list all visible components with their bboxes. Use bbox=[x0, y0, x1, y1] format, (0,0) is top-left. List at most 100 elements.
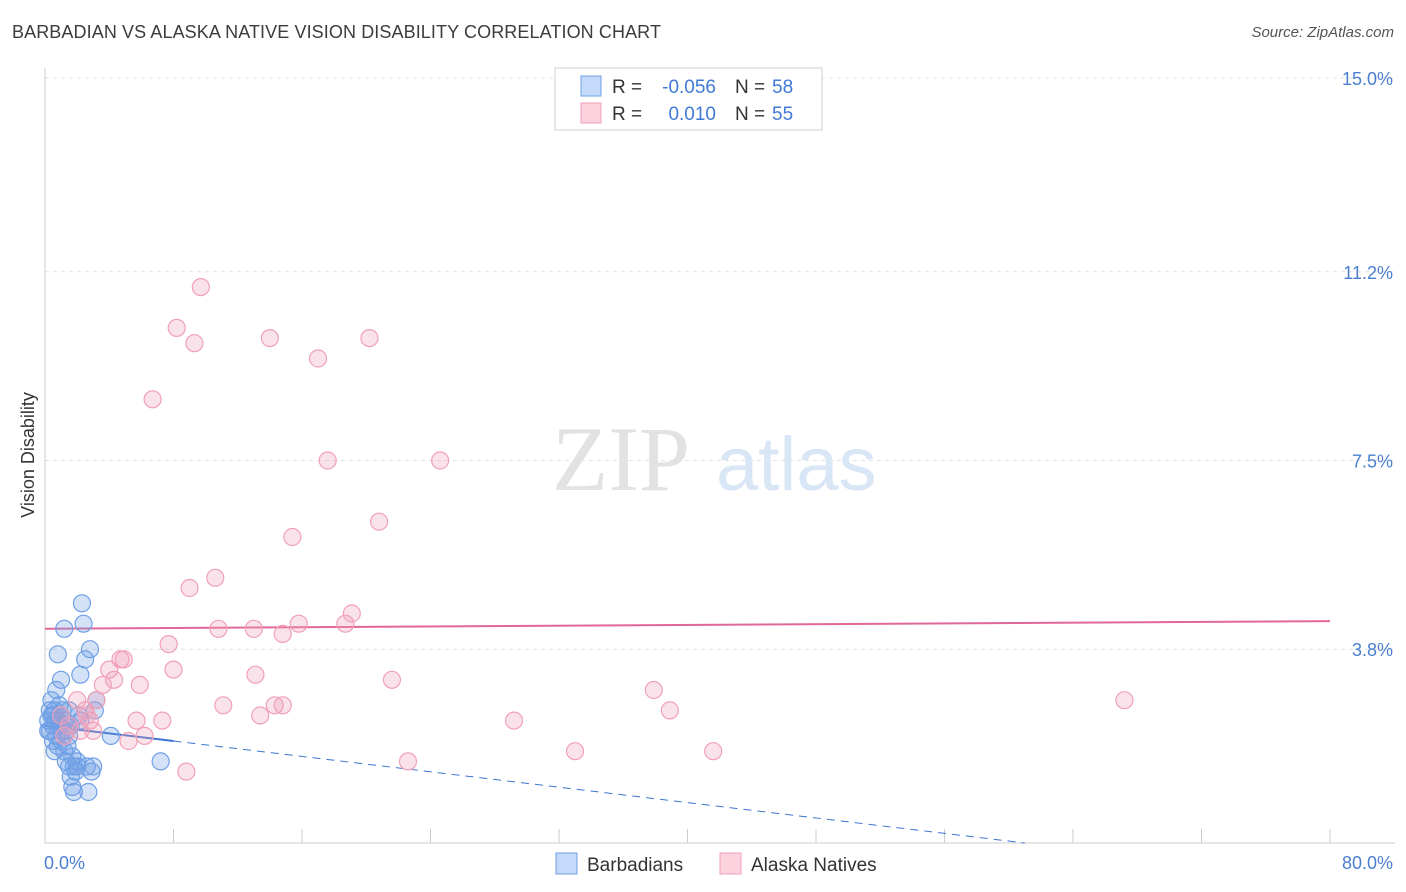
point-barbadians-14 bbox=[47, 680, 66, 700]
point-alaska-natives-13 bbox=[342, 604, 361, 623]
point-alaska-natives-18 bbox=[273, 624, 292, 644]
point-barbadians-29 bbox=[71, 665, 90, 684]
point-barbadians-30 bbox=[72, 594, 92, 613]
point-barbadians-31 bbox=[74, 614, 93, 633]
point-alaska-natives-40 bbox=[127, 711, 146, 730]
trend-alaska-natives bbox=[44, 620, 1331, 630]
point-alaska-natives-5 bbox=[360, 329, 379, 348]
point-barbadians-27 bbox=[68, 752, 87, 771]
n-label-2: N = bbox=[735, 104, 765, 125]
source-label: Source: ZipAtlas.com bbox=[1251, 24, 1394, 41]
n-value-1: 58 bbox=[772, 77, 793, 98]
point-alaska-natives-29 bbox=[644, 680, 663, 700]
point-alaska-natives-48 bbox=[398, 752, 418, 771]
point-alaska-natives-45 bbox=[119, 731, 138, 751]
r-value-1: -0.056 bbox=[662, 77, 716, 98]
point-barbadians-25 bbox=[64, 782, 84, 802]
point-alaska-natives-49 bbox=[177, 762, 196, 781]
point-alaska-natives-26 bbox=[104, 670, 124, 689]
point-barbadians-43 bbox=[40, 701, 59, 720]
legend-swatch-barbadians bbox=[580, 75, 602, 97]
x-tick-label-start: 0.0% bbox=[44, 853, 85, 873]
y-axis-label: Vision Disability bbox=[18, 392, 38, 518]
point-alaska-natives-54 bbox=[55, 726, 74, 746]
point-alaska-natives-12 bbox=[180, 578, 199, 598]
bottom-legend: Barbadians Alaska Natives bbox=[555, 852, 877, 876]
point-barbadians-33 bbox=[77, 757, 96, 776]
point-alaska-natives-19 bbox=[159, 634, 178, 654]
point-barbadians-16 bbox=[51, 670, 71, 689]
r-value-2: 0.010 bbox=[668, 104, 716, 125]
point-alaska-natives-1 bbox=[167, 318, 186, 337]
point-alaska-natives-11 bbox=[206, 568, 225, 587]
point-alaska-natives-21 bbox=[114, 650, 133, 669]
point-alaska-natives-2 bbox=[185, 334, 204, 353]
point-alaska-natives-27 bbox=[130, 675, 149, 695]
chart-title: BARBADIAN VS ALASKA NATIVE VISION DISABI… bbox=[12, 22, 662, 42]
n-label-1: N = bbox=[735, 77, 765, 98]
trend-barbadians-dashed bbox=[173, 740, 1025, 844]
n-value-2: 55 bbox=[772, 104, 793, 125]
point-alaska-natives-0 bbox=[191, 278, 210, 297]
point-alaska-natives-3 bbox=[260, 329, 279, 348]
bottom-legend-swatch-alaska-natives bbox=[719, 852, 742, 875]
point-alaska-natives-8 bbox=[431, 451, 450, 470]
point-barbadians-56 bbox=[151, 752, 170, 771]
point-alaska-natives-53 bbox=[77, 706, 96, 725]
bottom-legend-label-barbadians: Barbadians bbox=[587, 855, 683, 876]
point-alaska-natives-52 bbox=[84, 721, 103, 740]
point-barbadians-32 bbox=[76, 650, 95, 669]
stats-legend: R = -0.056 N = 58 R = 0.010 N = 55 bbox=[554, 67, 823, 131]
point-alaska-natives-25 bbox=[382, 670, 402, 689]
gridlines bbox=[45, 77, 1395, 650]
point-alaska-natives-32 bbox=[214, 696, 233, 715]
bottom-legend-swatch-barbadians bbox=[555, 852, 578, 875]
point-alaska-natives-47 bbox=[704, 742, 723, 761]
point-barbadians-54 bbox=[64, 757, 84, 776]
point-alaska-natives-28 bbox=[93, 675, 112, 695]
y-tick-label-3: 15.0% bbox=[1342, 69, 1393, 89]
point-barbadians-15 bbox=[48, 645, 67, 664]
point-alaska-natives-16 bbox=[244, 619, 263, 638]
point-barbadians-37 bbox=[84, 757, 103, 776]
point-barbadians-35 bbox=[80, 640, 100, 659]
trend-lines bbox=[44, 620, 1331, 844]
point-alaska-natives-7 bbox=[318, 451, 337, 470]
point-alaska-natives-24 bbox=[246, 665, 265, 684]
point-alaska-natives-51 bbox=[59, 716, 79, 735]
point-alaska-natives-35 bbox=[660, 701, 679, 720]
watermark-zip: ZIP bbox=[552, 408, 690, 510]
data-points bbox=[39, 278, 1134, 802]
point-alaska-natives-46 bbox=[565, 742, 585, 761]
point-barbadians-52 bbox=[55, 742, 74, 761]
point-alaska-natives-17 bbox=[209, 619, 228, 638]
point-alaska-natives-6 bbox=[143, 390, 162, 409]
point-alaska-natives-44 bbox=[135, 726, 154, 746]
y-tick-label-1: 7.5% bbox=[1352, 452, 1393, 472]
y-tick-label-0: 3.8% bbox=[1352, 640, 1393, 660]
point-alaska-natives-23 bbox=[164, 660, 183, 679]
point-alaska-natives-4 bbox=[308, 349, 328, 368]
point-alaska-natives-34 bbox=[273, 696, 292, 715]
point-barbadians-55 bbox=[101, 726, 120, 746]
r-label-1: R = bbox=[612, 77, 642, 98]
y-tick-label-2: 11.2% bbox=[1343, 263, 1393, 283]
x-tick-label-end: 80.0% bbox=[1342, 853, 1393, 873]
legend-swatch-alaska-natives bbox=[580, 102, 602, 124]
point-alaska-natives-41 bbox=[153, 711, 172, 730]
point-alaska-natives-30 bbox=[87, 691, 106, 710]
point-alaska-natives-10 bbox=[283, 527, 302, 547]
point-alaska-natives-15 bbox=[289, 614, 308, 633]
tick-labels: 3.8% 7.5% 11.2% 15.0% 0.0% 80.0% bbox=[44, 69, 1393, 873]
bottom-legend-label-alaska-natives: Alaska Natives bbox=[751, 855, 877, 876]
point-alaska-natives-39 bbox=[251, 706, 270, 725]
watermark-atlas: atlas bbox=[716, 422, 877, 507]
point-barbadians-17 bbox=[55, 619, 74, 638]
point-barbadians-49 bbox=[39, 721, 58, 740]
point-alaska-natives-42 bbox=[504, 711, 524, 730]
point-alaska-natives-36 bbox=[1115, 691, 1134, 710]
point-alaska-natives-9 bbox=[370, 512, 389, 531]
point-alaska-natives-22 bbox=[100, 660, 119, 679]
r-label-2: R = bbox=[612, 104, 642, 125]
